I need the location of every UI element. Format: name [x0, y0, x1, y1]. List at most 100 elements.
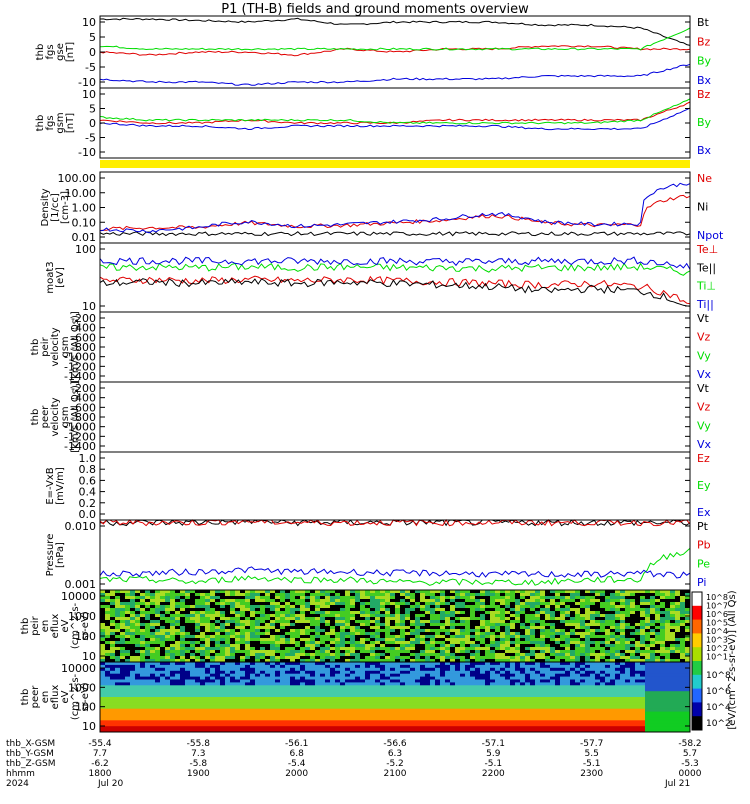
heatmap-cell	[650, 638, 655, 641]
heatmap-cell	[560, 644, 565, 647]
heatmap-cell	[480, 599, 485, 602]
heatmap-cell	[180, 715, 185, 718]
heatmap-cell	[175, 691, 180, 694]
heatmap-cell	[410, 593, 415, 596]
heatmap-cell	[580, 653, 585, 656]
heatmap-cell	[555, 641, 560, 644]
heatmap-cell	[495, 590, 500, 593]
heatmap-cell	[460, 605, 465, 608]
heatmap-cell	[575, 632, 580, 635]
heatmap-cell	[645, 653, 650, 656]
heatmap-cell	[500, 590, 505, 593]
heatmap-cell	[265, 653, 270, 656]
heatmap-cell	[580, 614, 585, 617]
heatmap-cell	[305, 671, 310, 674]
heatmap-cell	[415, 656, 420, 659]
heatmap-cell	[580, 596, 585, 599]
legend-entry-pb: Pb	[697, 539, 711, 552]
heatmap-cell	[350, 647, 355, 650]
heatmap-cell	[595, 644, 600, 647]
y-axis-label: [cm-3]	[60, 191, 71, 224]
heatmap-cell	[545, 635, 550, 638]
heatmap-cell	[190, 644, 195, 647]
heatmap-cell	[295, 638, 300, 641]
heatmap-cell	[605, 644, 610, 647]
heatmap-cell	[170, 650, 175, 653]
heatmap-cell	[400, 608, 405, 611]
heatmap-cell	[405, 697, 410, 700]
heatmap-cell	[475, 626, 480, 629]
heatmap-cell	[115, 700, 120, 703]
heatmap-cell	[190, 671, 195, 674]
heatmap-cell	[205, 703, 210, 706]
heatmap-cell	[105, 720, 110, 723]
heatmap-cell	[425, 650, 430, 653]
heatmap-cell	[645, 611, 650, 614]
heatmap-cell	[280, 720, 285, 723]
heatmap-cell	[270, 680, 275, 683]
heatmap-cell	[180, 717, 185, 720]
heatmap-cell	[660, 635, 665, 638]
heatmap-cell	[185, 635, 190, 638]
heatmap-cell	[400, 599, 405, 602]
heatmap-cell	[270, 623, 275, 626]
heatmap-cell	[535, 617, 540, 620]
heatmap-cell	[230, 629, 235, 632]
heatmap-cell	[365, 691, 370, 694]
heatmap-cell	[415, 638, 420, 641]
heatmap-cell	[425, 712, 430, 715]
heatmap-cell	[430, 629, 435, 632]
heatmap-cell	[505, 590, 510, 593]
heatmap-cell	[270, 706, 275, 709]
heatmap-cell	[410, 688, 415, 691]
heatmap-cell	[435, 641, 440, 644]
heatmap-cell	[400, 720, 405, 723]
heatmap-cell	[470, 608, 475, 611]
heatmap-cell	[460, 614, 465, 617]
heatmap-cell	[315, 647, 320, 650]
heatmap-cell	[140, 623, 145, 626]
heatmap-cell	[245, 700, 250, 703]
heatmap-cell	[405, 674, 410, 677]
heatmap-cell	[655, 641, 660, 644]
heatmap-cell	[470, 682, 475, 685]
heatmap-cell	[620, 629, 625, 632]
heatmap-cell	[265, 697, 270, 700]
heatmap-cell	[415, 674, 420, 677]
heatmap-cell	[455, 644, 460, 647]
heatmap-cell	[230, 723, 235, 726]
heatmap-cell	[280, 644, 285, 647]
heatmap-cell	[215, 677, 220, 680]
heatmap-cell	[190, 623, 195, 626]
heatmap-cell	[555, 644, 560, 647]
heatmap-cell	[295, 641, 300, 644]
heatmap-cell	[170, 694, 175, 697]
heatmap-cell	[295, 617, 300, 620]
heatmap-cell	[265, 680, 270, 683]
heatmap-cell	[350, 694, 355, 697]
heatmap-cell	[250, 620, 255, 623]
heatmap-cell	[475, 703, 480, 706]
heatmap-cell	[225, 650, 230, 653]
heatmap-cell	[440, 712, 445, 715]
heatmap-cell	[120, 700, 125, 703]
heatmap-cell	[135, 617, 140, 620]
heatmap-cell	[675, 590, 680, 593]
heatmap-cell	[360, 680, 365, 683]
heatmap-cell	[530, 611, 535, 614]
heatmap-cell	[420, 638, 425, 641]
heatmap-cell	[235, 617, 240, 620]
heatmap-cell	[530, 596, 535, 599]
heatmap-cell	[140, 617, 145, 620]
legend-entry-by: By	[697, 116, 712, 129]
heatmap-cell	[105, 614, 110, 617]
heatmap-cell	[120, 668, 125, 671]
heatmap-cell	[660, 590, 665, 593]
heatmap-cell	[115, 723, 120, 726]
heatmap-cell	[510, 632, 515, 635]
heatmap-cell	[125, 647, 130, 650]
heatmap-cell	[400, 641, 405, 644]
heatmap-cell	[300, 720, 305, 723]
heatmap-cell	[290, 668, 295, 671]
